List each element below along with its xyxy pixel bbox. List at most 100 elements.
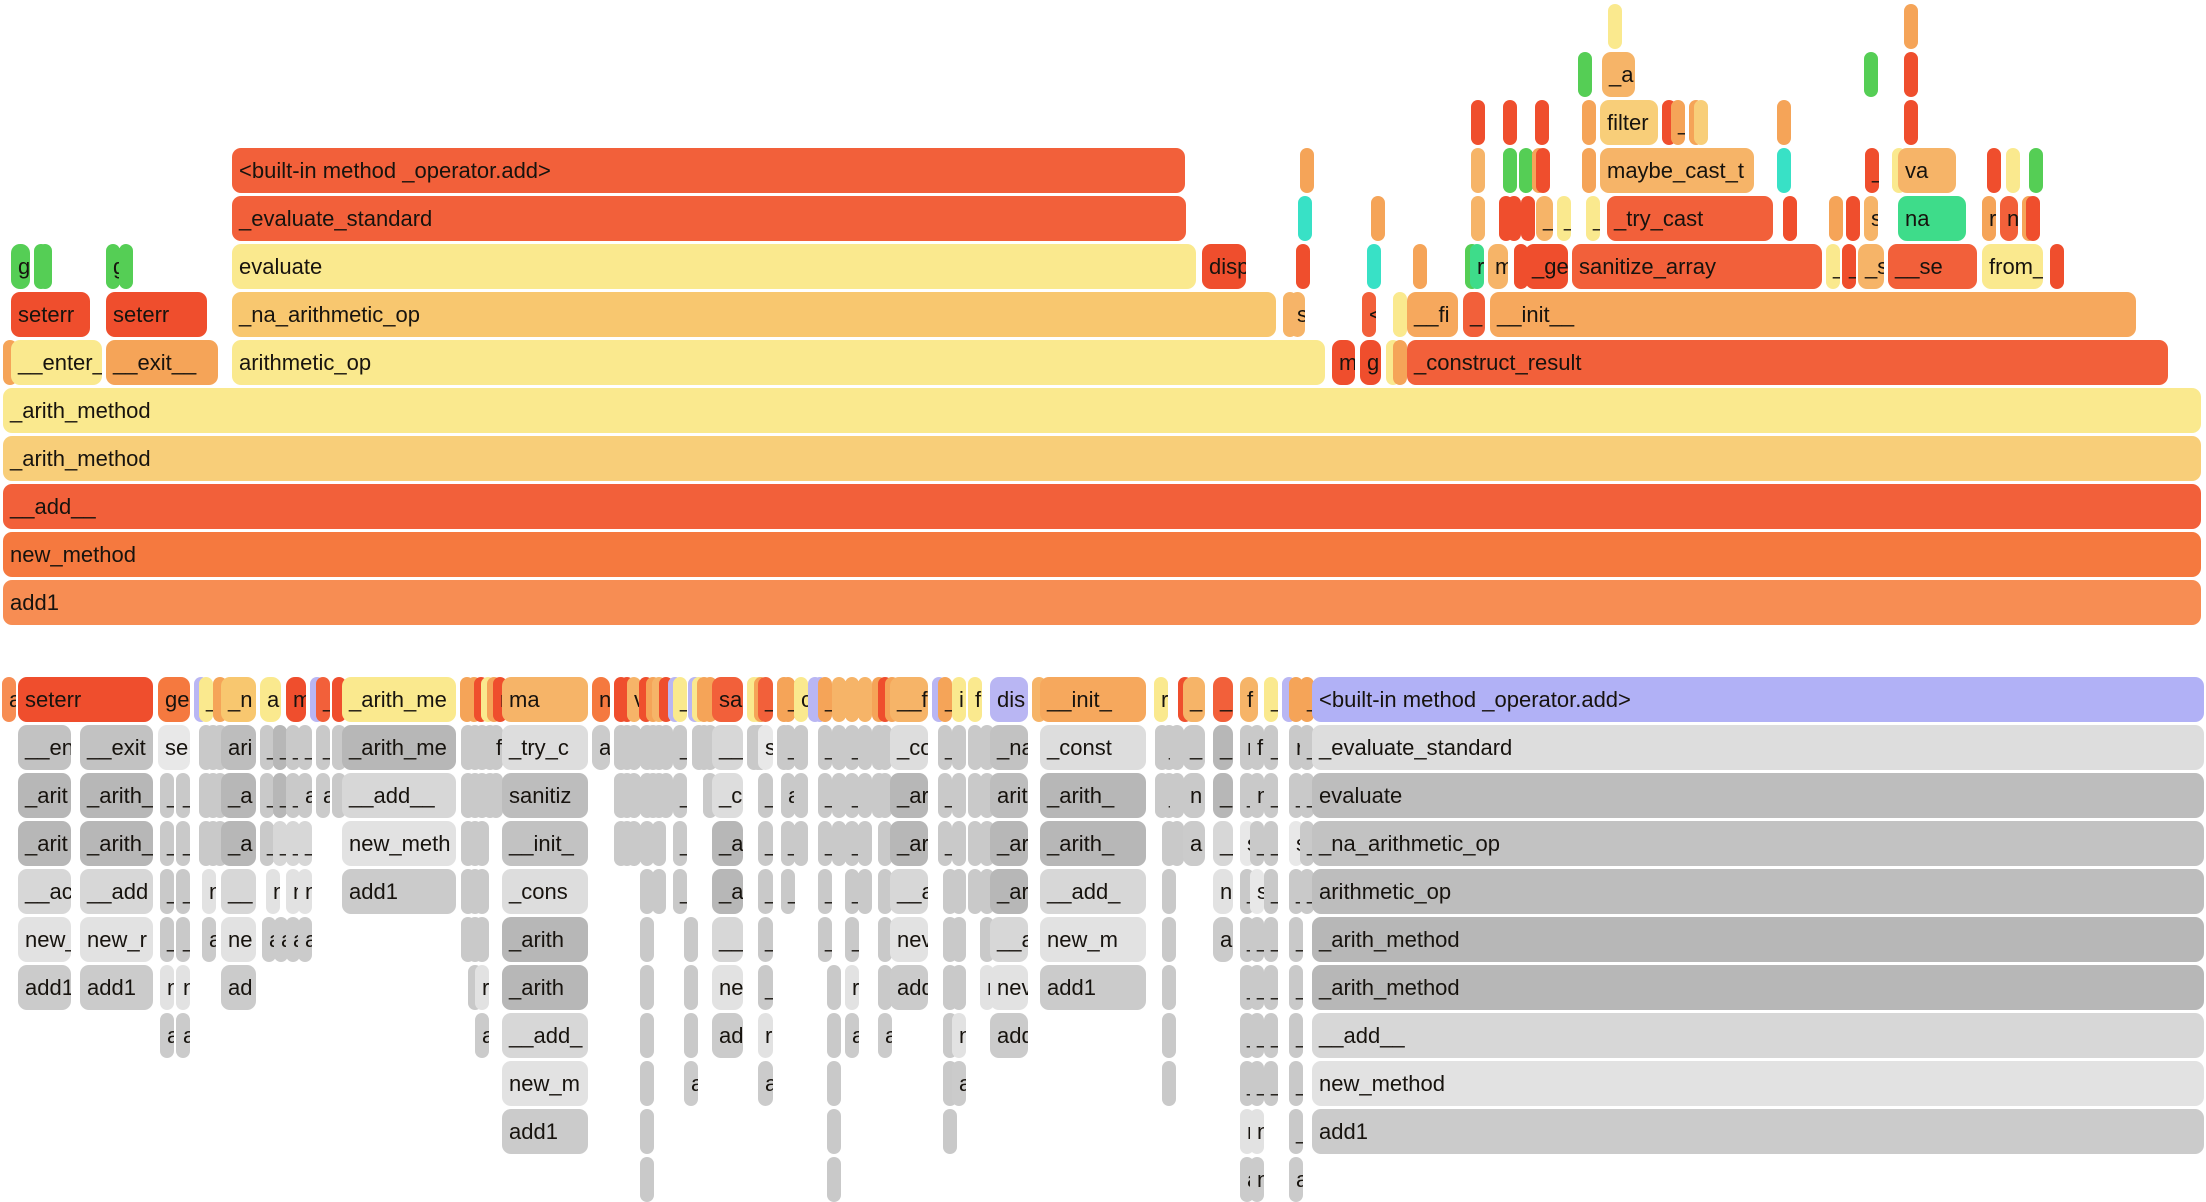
sandwich-caller-frame[interactable] — [627, 725, 641, 770]
sandwich-caller-frame[interactable]: _arith — [502, 965, 588, 1010]
sandwich-caller-frame[interactable]: _ — [673, 725, 687, 770]
flame-frame[interactable]: __fi — [1407, 292, 1458, 337]
sandwich-caller-frame[interactable]: _arit — [18, 773, 71, 818]
flame-frame[interactable]: na — [1898, 196, 1966, 241]
sandwich-caller-frame[interactable]: r — [758, 1013, 773, 1058]
sandwich-caller-frame[interactable]: n — [1183, 773, 1205, 818]
sandwich-caller-frame[interactable]: add1 — [1312, 1109, 2204, 1154]
sandwich-caller-frame[interactable]: _arith_ — [1040, 821, 1146, 866]
sandwich-caller-frame[interactable] — [827, 965, 841, 1010]
sandwich-caller-frame[interactable]: a — [1183, 821, 1205, 866]
sandwich-caller-frame[interactable]: __ac — [18, 869, 71, 914]
flame-frame[interactable] — [1300, 148, 1314, 193]
sandwich-leaf-frame[interactable] — [1289, 677, 1303, 722]
sandwich-caller-frame[interactable]: a — [176, 1013, 190, 1058]
sandwich-leaf-frame[interactable]: seterr — [18, 677, 153, 722]
flame-frame[interactable] — [1367, 244, 1381, 289]
sandwich-caller-frame[interactable]: _ar — [990, 869, 1028, 914]
flame-frame[interactable]: new_method — [3, 532, 2201, 577]
flame-frame[interactable] — [2006, 148, 2020, 193]
flame-frame[interactable] — [1471, 100, 1485, 145]
flame-frame[interactable]: _ — [1826, 244, 1840, 289]
sandwich-caller-frame[interactable]: _ — [286, 773, 300, 818]
sandwich-caller-frame[interactable]: _arith_method — [1312, 965, 2204, 1010]
sandwich-caller-frame[interactable]: n — [1250, 1157, 1264, 1202]
sandwich-caller-frame[interactable]: _ — [1289, 1109, 1303, 1154]
sandwich-caller-frame[interactable] — [952, 773, 966, 818]
sandwich-caller-frame[interactable]: _ — [1289, 869, 1303, 914]
sandwich-caller-frame[interactable]: _co — [890, 725, 928, 770]
sandwich-caller-frame[interactable]: _ — [286, 821, 300, 866]
sandwich-caller-frame[interactable] — [878, 917, 892, 962]
sandwich-caller-frame[interactable]: new_meth — [342, 821, 456, 866]
sandwich-caller-frame[interactable]: ad — [712, 1013, 743, 1058]
sandwich-caller-frame[interactable] — [684, 1013, 698, 1058]
sandwich-caller-frame[interactable]: _ — [845, 725, 859, 770]
flame-frame[interactable]: __se — [1888, 244, 1977, 289]
sandwich-caller-frame[interactable] — [878, 821, 892, 866]
sandwich-caller-frame[interactable] — [858, 869, 872, 914]
flame-frame[interactable]: va — [1898, 148, 1956, 193]
flame-frame[interactable]: arithmetic_op — [232, 340, 1325, 385]
sandwich-caller-frame[interactable]: _ — [1250, 1013, 1264, 1058]
flame-frame[interactable] — [1536, 148, 1550, 193]
sandwich-leaf-frame[interactable]: _ — [199, 677, 213, 722]
flame-frame[interactable] — [1393, 292, 1407, 337]
sandwich-caller-frame[interactable] — [832, 821, 846, 866]
sandwich-caller-frame[interactable]: _ — [273, 821, 287, 866]
sandwich-leaf-frame[interactable]: _ — [758, 677, 773, 722]
sandwich-caller-frame[interactable]: _ — [1264, 965, 1278, 1010]
sandwich-caller-frame[interactable]: ne — [712, 965, 743, 1010]
sandwich-caller-frame[interactable]: add1 — [1040, 965, 1146, 1010]
sandwich-caller-frame[interactable]: new_m — [1040, 917, 1146, 962]
sandwich-caller-frame[interactable]: _ — [781, 725, 795, 770]
sandwich-caller-frame[interactable]: n — [952, 1013, 966, 1058]
sandwich-caller-frame[interactable]: _ — [1264, 1061, 1278, 1106]
sandwich-caller-frame[interactable]: _ — [758, 869, 773, 914]
sandwich-caller-frame[interactable]: fi — [1250, 725, 1264, 770]
sandwich-leaf-frame[interactable]: _ — [316, 677, 330, 722]
flame-frame[interactable]: __add__ — [3, 484, 2201, 529]
sandwich-caller-frame[interactable] — [968, 869, 982, 914]
sandwich-caller-frame[interactable]: _ — [260, 773, 274, 818]
sandwich-caller-frame[interactable]: _na — [990, 725, 1028, 770]
sandwich-caller-frame[interactable] — [475, 917, 489, 962]
sandwich-caller-frame[interactable]: add1 — [18, 965, 71, 1010]
flame-frame[interactable]: _ge — [1525, 244, 1568, 289]
flame-frame[interactable] — [1521, 196, 1535, 241]
sandwich-caller-frame[interactable]: __exit — [80, 725, 153, 770]
flame-frame[interactable] — [1471, 148, 1485, 193]
sandwich-caller-frame[interactable]: a — [758, 1061, 773, 1106]
sandwich-caller-frame[interactable]: __a — [890, 869, 928, 914]
sandwich-caller-frame[interactable]: _ — [1250, 1061, 1264, 1106]
flame-frame[interactable] — [1507, 196, 1521, 241]
sandwich-caller-frame[interactable] — [640, 917, 654, 962]
sandwich-caller-frame[interactable]: __add_ — [502, 1013, 588, 1058]
flame-frame[interactable] — [1608, 4, 1622, 49]
flame-frame[interactable]: evaluate — [232, 244, 1196, 289]
sandwich-caller-frame[interactable] — [684, 965, 698, 1010]
flame-frame[interactable]: g — [106, 244, 120, 289]
flame-frame[interactable]: _na_arithmetic_op — [232, 292, 1276, 337]
sandwich-caller-frame[interactable] — [827, 1061, 841, 1106]
flame-frame[interactable] — [1298, 196, 1312, 241]
sandwich-caller-frame[interactable] — [1162, 869, 1176, 914]
flame-frame[interactable]: disp — [1202, 244, 1246, 289]
sandwich-caller-frame[interactable]: _ — [1264, 1013, 1278, 1058]
sandwich-caller-frame[interactable]: ari — [221, 725, 256, 770]
sandwich-caller-frame[interactable]: _arith_me — [342, 725, 456, 770]
sandwich-caller-frame[interactable]: new_method — [1312, 1061, 2204, 1106]
sandwich-caller-frame[interactable]: a — [878, 1013, 892, 1058]
sandwich-caller-frame[interactable]: _ — [260, 821, 274, 866]
flame-frame[interactable] — [1777, 148, 1791, 193]
sandwich-leaf-frame[interactable]: ma — [502, 677, 588, 722]
flame-frame[interactable] — [1393, 340, 1407, 385]
sandwich-caller-frame[interactable]: a — [845, 1013, 859, 1058]
sandwich-caller-frame[interactable]: a — [316, 773, 330, 818]
sandwich-caller-frame[interactable]: _ar — [890, 821, 928, 866]
sandwich-leaf-frame[interactable]: _ — [781, 677, 795, 722]
sandwich-caller-frame[interactable]: a — [274, 917, 288, 962]
sandwich-caller-frame[interactable] — [827, 1157, 841, 1202]
sandwich-caller-frame[interactable] — [640, 1061, 654, 1106]
sandwich-caller-frame[interactable]: _ — [818, 869, 832, 914]
